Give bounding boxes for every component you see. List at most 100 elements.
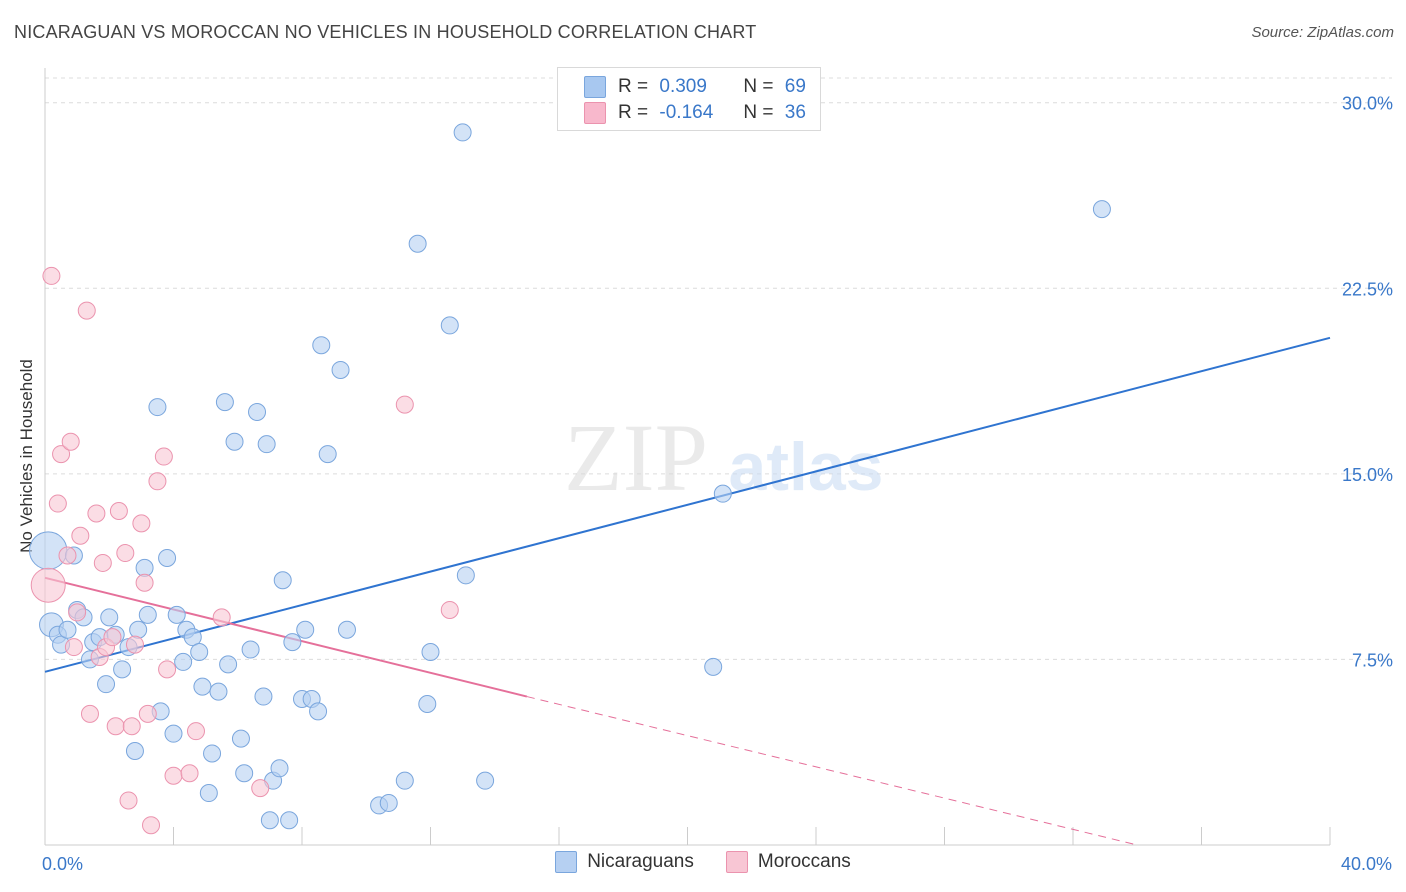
watermark-zip: ZIP	[564, 404, 708, 511]
point-moroccan	[135, 573, 154, 592]
point-nicaraguan	[260, 811, 279, 830]
point-nicaraguan	[129, 620, 148, 639]
point-nicaraguan	[379, 793, 398, 812]
point-nicaraguan	[270, 759, 289, 778]
point-moroccan	[180, 764, 199, 783]
n-value: 69	[784, 76, 806, 97]
x-tick-label: 0.0%	[42, 854, 83, 874]
point-nicaraguan	[248, 403, 267, 422]
point-moroccan	[80, 704, 99, 723]
point-nicaraguan	[453, 123, 472, 142]
point-nicaraguan	[440, 316, 459, 335]
point-nicaraguan	[58, 620, 77, 639]
point-nicaraguan	[225, 432, 244, 451]
point-moroccan	[103, 628, 122, 647]
x-tick-label: 40.0%	[1341, 854, 1392, 874]
point-nicaraguan	[421, 643, 440, 662]
legend-swatch-pink	[725, 851, 748, 873]
point-nicaraguan	[158, 548, 177, 567]
point-nicaraguan	[203, 744, 222, 763]
n-label: N =	[743, 76, 774, 97]
legend-swatch-blue	[584, 76, 606, 98]
point-nicaraguan	[254, 687, 273, 706]
point-nicaraguan	[231, 729, 250, 748]
r-label: R =	[618, 76, 649, 97]
point-nicaraguan	[418, 694, 437, 713]
point-nicaraguan	[296, 620, 315, 639]
source-label: Source: ZipAtlas.com	[1251, 24, 1394, 41]
point-nicaraguan	[408, 234, 427, 253]
point-moroccan	[87, 504, 106, 523]
point-moroccan	[164, 766, 183, 785]
trend-line-moroccans	[526, 696, 1138, 846]
point-moroccan	[58, 546, 77, 565]
point-nicaraguan	[167, 605, 186, 624]
point-moroccan	[154, 447, 173, 466]
point-moroccan	[138, 704, 157, 723]
tick-labels: 7.5% 15.0% 22.5% 30.0% 0.0% 40.0%	[42, 94, 1393, 874]
point-nicaraguan	[174, 652, 193, 671]
point-nicaraguan	[318, 445, 337, 464]
point-moroccan	[42, 266, 61, 285]
r-label: R =	[618, 102, 649, 123]
point-nicaraguan	[476, 771, 495, 790]
point-moroccan	[148, 472, 167, 491]
legend-row-nicaraguans: R = 0.309 N = 69	[584, 75, 806, 99]
point-moroccan	[93, 553, 112, 572]
point-nicaraguan	[704, 657, 723, 676]
point-nicaraguan	[273, 571, 292, 590]
point-moroccan	[142, 816, 161, 835]
point-nicaraguan	[395, 771, 414, 790]
point-nicaraguan	[97, 675, 116, 694]
y-tick-label: 7.5%	[1352, 650, 1393, 670]
legend-swatch-blue	[555, 851, 578, 873]
point-nicaraguan	[331, 360, 350, 379]
point-moroccan	[132, 514, 151, 533]
point-nicaraguan	[337, 620, 356, 639]
point-nicaraguan	[190, 643, 209, 662]
watermark-atlas: atlas	[729, 429, 884, 505]
point-moroccan	[71, 526, 90, 545]
chart-title: NICARAGUAN VS MOROCCAN NO VEHICLES IN HO…	[14, 22, 757, 42]
point-moroccan	[125, 635, 144, 654]
point-nicaraguan	[209, 682, 228, 701]
point-nicaraguan	[215, 393, 234, 412]
point-nicaraguan	[148, 398, 167, 417]
point-nicaraguan	[312, 336, 331, 355]
axes	[44, 68, 1331, 846]
legend-item-moroccans[interactable]: Moroccans	[725, 851, 851, 873]
point-moroccan	[116, 544, 135, 563]
point-moroccan	[106, 717, 125, 736]
point-nicaraguan	[113, 660, 132, 679]
point-nicaraguan	[199, 784, 218, 803]
y-tick-label: 15.0%	[1342, 465, 1393, 485]
legend-item-nicaraguans[interactable]: Nicaraguans	[555, 851, 694, 873]
point-nicaraguan	[235, 764, 254, 783]
point-nicaraguan	[309, 702, 328, 721]
point-moroccan	[68, 603, 87, 622]
grid	[45, 77, 1392, 660]
r-value: -0.164	[659, 102, 714, 123]
point-nicaraguan	[456, 566, 475, 585]
point-moroccan	[395, 395, 414, 414]
correlation-legend: R = 0.309 N = 69 R = -0.164 N = 36	[557, 67, 821, 131]
legend-label: Moroccans	[757, 851, 851, 872]
legend-row-moroccans: R = -0.164 N = 36	[584, 101, 806, 125]
n-label: N =	[743, 102, 774, 123]
point-nicaraguan	[193, 677, 212, 696]
data-points	[29, 123, 1111, 835]
point-moroccan	[61, 432, 80, 451]
point-moroccan	[251, 779, 270, 798]
point-nicaraguan	[257, 435, 276, 454]
point-moroccan	[77, 301, 96, 320]
point-moroccan	[119, 791, 138, 810]
legend-label: Nicaraguans	[587, 851, 694, 872]
watermark: ZIP atlas	[564, 404, 884, 511]
y-tick-label: 30.0%	[1342, 94, 1393, 114]
trend-line-nicaraguans	[44, 336, 1331, 673]
series-legend: Nicaraguans Moroccans	[0, 851, 1406, 873]
point-nicaraguan	[280, 811, 299, 830]
y-tick-label: 22.5%	[1342, 279, 1393, 299]
point-moroccan	[52, 445, 71, 464]
point-nicaraguan	[138, 605, 157, 624]
